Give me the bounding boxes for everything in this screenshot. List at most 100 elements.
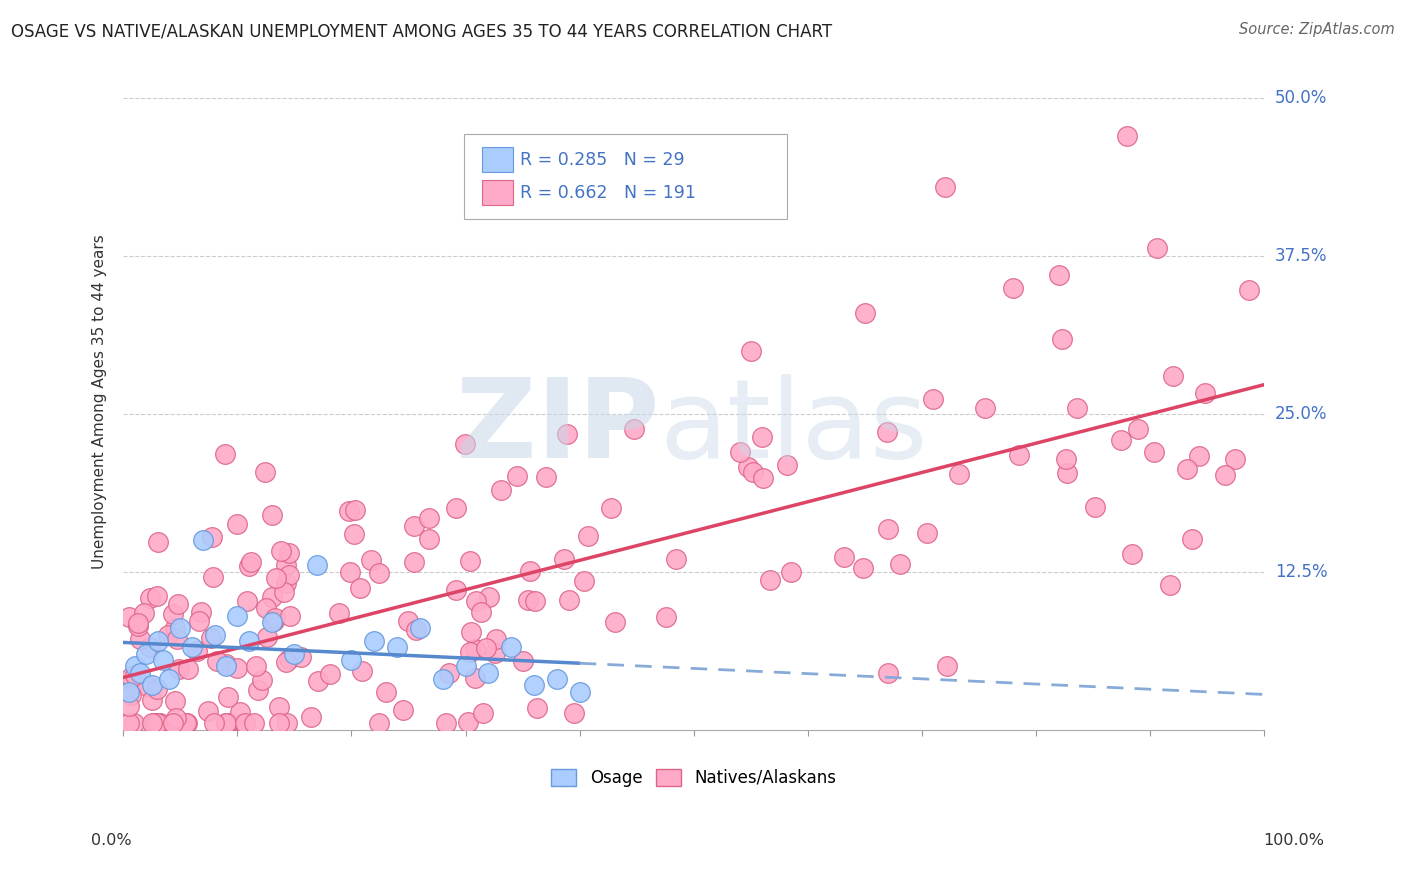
Point (339, 565, 361, 579)
Point (118, 609, 141, 624)
Point (269, 716, 291, 731)
Point (832, 550, 855, 565)
Point (1161, 369, 1184, 384)
Point (444, 583, 467, 598)
Point (555, 427, 578, 442)
Point (418, 532, 440, 546)
Point (1239, 283, 1261, 297)
Point (889, 557, 911, 571)
Text: 37.5%: 37.5% (1275, 247, 1327, 265)
Point (558, 592, 581, 607)
Point (1181, 532, 1204, 546)
Point (264, 611, 287, 625)
Point (141, 678, 163, 692)
Point (167, 662, 190, 676)
Point (506, 469, 529, 483)
Point (655, 609, 678, 624)
Point (139, 640, 162, 654)
Point (146, 634, 169, 648)
Point (337, 503, 360, 517)
Point (1054, 452, 1077, 467)
Point (974, 401, 997, 416)
Point (136, 679, 159, 693)
Point (546, 672, 568, 686)
Point (122, 676, 145, 690)
Point (146, 681, 169, 696)
Point (254, 465, 277, 479)
Point (1121, 547, 1143, 561)
Point (780, 566, 803, 580)
Point (246, 682, 269, 697)
Point (149, 716, 172, 731)
Point (457, 714, 479, 729)
Point (233, 716, 256, 731)
Point (283, 647, 305, 661)
Point (460, 645, 482, 659)
Point (517, 593, 540, 607)
Point (141, 716, 163, 731)
Point (360, 553, 382, 567)
Point (603, 615, 626, 629)
Point (319, 666, 342, 681)
Point (143, 716, 166, 731)
Point (143, 716, 166, 731)
Point (165, 694, 187, 708)
Point (409, 622, 432, 636)
Point (226, 608, 249, 623)
Y-axis label: Unemployment Among Ages 35 to 44 years: Unemployment Among Ages 35 to 44 years (93, 234, 107, 568)
Text: atlas: atlas (659, 374, 928, 481)
Point (344, 502, 367, 516)
Legend: Osage, Natives/Alaskans: Osage, Natives/Alaskans (544, 762, 842, 793)
Text: 50.0%: 50.0% (1275, 89, 1327, 107)
Point (1146, 241, 1168, 255)
Point (740, 343, 762, 358)
Point (665, 551, 688, 566)
Point (1008, 448, 1031, 462)
Point (260, 615, 283, 630)
Point (454, 659, 477, 673)
Point (135, 647, 157, 661)
Point (187, 615, 209, 629)
Point (572, 574, 595, 589)
Point (737, 460, 759, 475)
Point (536, 470, 558, 484)
Point (165, 621, 187, 635)
Point (146, 590, 169, 604)
Point (396, 615, 419, 629)
Point (214, 447, 236, 461)
Point (215, 657, 238, 671)
Point (200, 631, 222, 645)
Point (274, 558, 297, 573)
Point (124, 716, 146, 731)
Point (299, 709, 322, 723)
Point (623, 422, 645, 436)
Point (205, 655, 228, 669)
Point (1047, 268, 1070, 282)
Point (129, 632, 152, 647)
Point (202, 570, 225, 584)
Point (129, 665, 152, 680)
Point (512, 654, 534, 668)
Point (186, 643, 208, 657)
Point (464, 641, 486, 656)
Point (523, 678, 546, 692)
Point (134, 606, 156, 620)
Point (328, 606, 350, 620)
Point (876, 522, 898, 536)
Point (853, 306, 876, 320)
Text: R = 0.285   N = 29: R = 0.285 N = 29 (520, 151, 685, 169)
Text: 25.0%: 25.0% (1275, 405, 1327, 423)
Point (118, 716, 141, 731)
Point (169, 622, 191, 636)
Point (1066, 401, 1088, 416)
Point (917, 526, 939, 541)
Point (485, 632, 508, 646)
Point (118, 684, 141, 698)
Point (523, 594, 546, 608)
Point (1215, 467, 1237, 482)
Point (1194, 385, 1216, 400)
Point (229, 705, 252, 719)
Point (475, 640, 498, 655)
Point (290, 650, 312, 665)
Point (148, 534, 170, 549)
